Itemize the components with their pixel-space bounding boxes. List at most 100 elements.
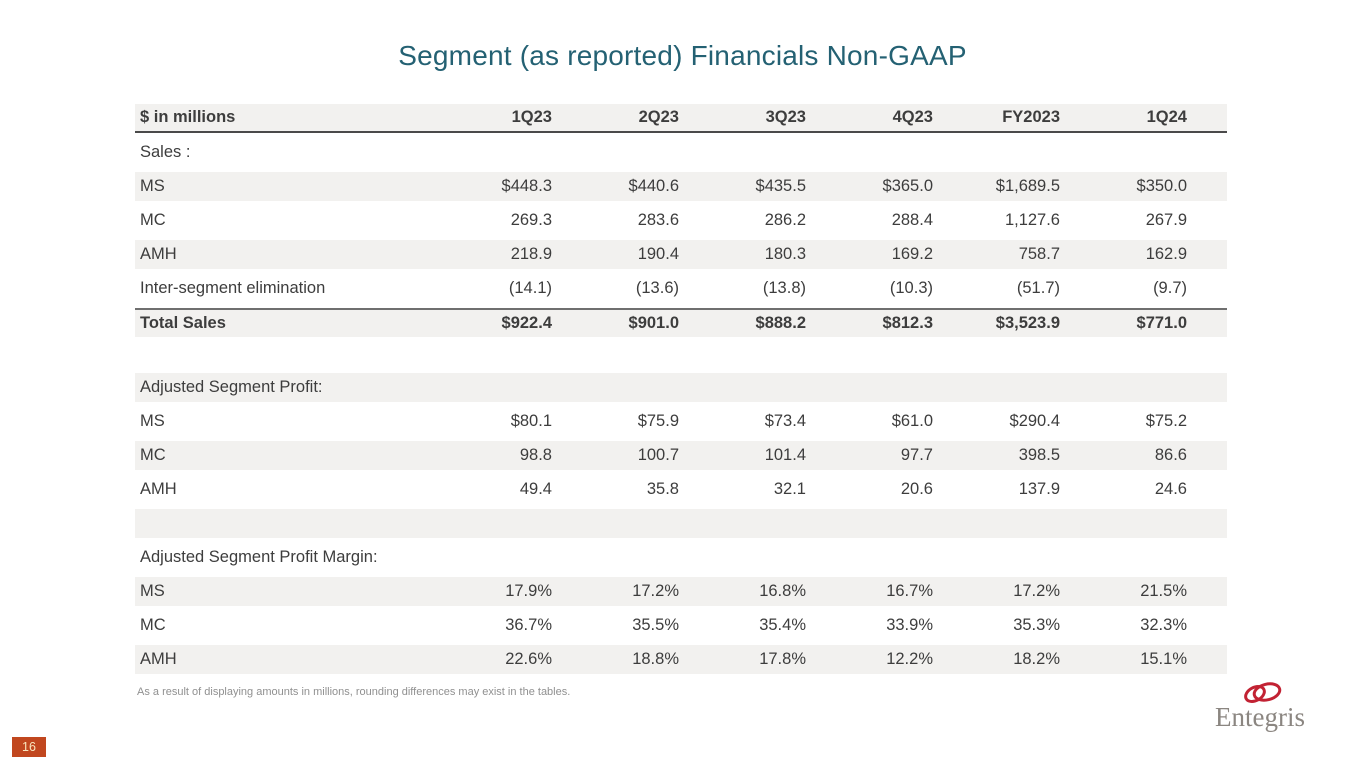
row-label: $ in millions [140,108,236,126]
cell-value: 98.8 [519,446,552,464]
cell-value: (14.1) [508,279,552,297]
row-label: MS [140,582,165,600]
cell-value: 17.9% [505,582,552,600]
cell-value: 35.3% [1013,616,1060,634]
table-row: AMH 218.9 190.4 180.3 169.2 758.7 162.9 [135,240,1227,269]
cell-value: $3,523.9 [995,314,1060,332]
cell-value: 24.6 [1154,480,1187,498]
cell-value: $290.4 [1009,412,1060,430]
cell-value: 16.7% [886,582,933,600]
cell-value: 20.6 [900,480,933,498]
cell-value: 12.2% [886,650,933,668]
table-row: MS 17.9% 17.2% 16.8% 16.7% 17.2% 21.5% [135,577,1227,606]
cell-value: $448.3 [501,177,552,195]
cell-value: 36.7% [505,616,552,634]
cell-value: 22.6% [505,650,552,668]
cell-value: 97.7 [900,446,933,464]
table-row: AMH 22.6% 18.8% 17.8% 12.2% 18.2% 15.1% [135,645,1227,674]
entegris-logo: Entegris [1201,680,1319,731]
row-label: AMH [140,245,177,263]
cell-value: 2Q23 [638,108,679,126]
cell-value: 288.4 [891,211,933,229]
footnote: As a result of displaying amounts in mil… [137,686,571,698]
cell-value: 35.8 [646,480,679,498]
row-label: Adjusted Segment Profit Margin: [140,548,378,566]
cell-value: 32.3% [1140,616,1187,634]
cell-value: 1Q23 [511,108,552,126]
table-row: Inter-segment elimination (14.1) (13.6) (13… [135,274,1227,303]
page-title: Segment (as reported) Financials Non-GAA… [398,40,967,71]
cell-value: $350.0 [1136,177,1187,195]
cell-value: 162.9 [1145,245,1187,263]
row-label: MS [140,412,165,430]
cell-value: 267.9 [1145,211,1187,229]
cell-value: 3Q23 [765,108,806,126]
table-row: AMH 49.4 35.8 32.1 20.6 137.9 24.6 [135,475,1227,504]
cell-value: $922.4 [501,314,552,332]
total-row: Total Sales $922.4 $901.0 $888.2 $812.3 $3,52… [135,308,1227,337]
cell-value: 1,127.6 [1004,211,1060,229]
cell-value: $75.2 [1145,412,1187,430]
row-label: MC [140,211,166,229]
cell-value: 190.4 [637,245,679,263]
table-row: MS $448.3 $440.6 $435.5 $365.0 $1,689.5 $350.0 [135,172,1227,201]
page-number: 16 [22,740,36,754]
cell-value: 35.5% [632,616,679,634]
row-label: AMH [140,480,177,498]
row-label: MC [140,446,166,464]
cell-value: (51.7) [1016,279,1060,297]
cell-value: $435.5 [755,177,806,195]
cell-value: FY2023 [1002,108,1060,126]
cell-value: 18.2% [1013,650,1060,668]
cell-value: $75.9 [637,412,679,430]
cell-value: 283.6 [637,211,679,229]
cell-value: 15.1% [1140,650,1187,668]
row-label: Inter-segment elimination [140,279,326,297]
section-row: Adjusted Segment Profit: [135,373,1227,402]
cell-value: (9.7) [1153,279,1187,297]
financial-table: $ in millions 1Q23 2Q23 3Q23 4Q23 FY2023 1Q24 S… [135,104,1227,674]
cell-value: 758.7 [1018,245,1060,263]
cell-value: $901.0 [628,314,679,332]
logo-rings-icon [1244,682,1282,703]
cell-value: 35.4% [759,616,806,634]
cell-value: (10.3) [889,279,933,297]
cell-value: 218.9 [510,245,552,263]
cell-value: 86.6 [1154,446,1187,464]
cell-value: 1Q24 [1146,108,1187,126]
cell-value: 4Q23 [892,108,933,126]
cell-value: 101.4 [764,446,806,464]
page-number-badge: 16 [12,737,46,757]
cell-value: $1,689.5 [995,177,1060,195]
cell-value: 32.1 [773,480,806,498]
cell-value: $888.2 [755,314,806,332]
cell-value: $440.6 [628,177,679,195]
row-label: AMH [140,650,177,668]
cell-value: $812.3 [882,314,933,332]
cell-value: 180.3 [764,245,806,263]
cell-value: 33.9% [886,616,933,634]
table-row: MC 269.3 283.6 286.2 288.4 1,127.6 267.9 [135,206,1227,235]
cell-value: (13.6) [635,279,679,297]
cell-value: 16.8% [759,582,806,600]
row-label: MC [140,616,166,634]
cell-value: 100.7 [637,446,679,464]
row-label: Total Sales [140,314,226,332]
logo-wordmark: Entegris [1215,702,1305,732]
cell-value: 17.2% [632,582,679,600]
cell-value: $61.0 [891,412,933,430]
cell-value: 137.9 [1018,480,1060,498]
section-row: Sales : [135,138,1227,167]
cell-value: $771.0 [1136,314,1187,332]
cell-value: $80.1 [510,412,552,430]
table-section-gap [135,342,1227,368]
row-label: Sales : [140,143,191,161]
table-row: MS $80.1 $75.9 $73.4 $61.0 $290.4 $75.2 [135,407,1227,436]
row-label: MS [140,177,165,195]
table-row: MC 98.8 100.7 101.4 97.7 398.5 86.6 [135,441,1227,470]
cell-value: 18.8% [632,650,679,668]
cell-value: $73.4 [764,412,806,430]
cell-value: 269.3 [510,211,552,229]
section-row: Adjusted Segment Profit Margin: [135,543,1227,572]
